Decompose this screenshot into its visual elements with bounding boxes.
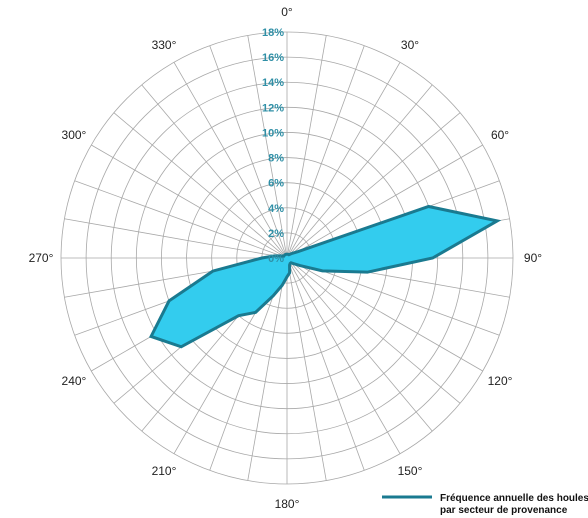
angle-label-0: 0° xyxy=(281,5,293,19)
angle-label-120: 120° xyxy=(488,374,513,388)
grid-spoke-40 xyxy=(286,84,433,259)
radial-tick-label-4: 4% xyxy=(268,203,284,215)
legend: Fréquence annuelle des houles par secteu… xyxy=(382,493,588,516)
grid-spoke-60 xyxy=(286,144,483,259)
angle-label-270: 270° xyxy=(29,251,54,265)
legend-label-line1: Fréquence annuelle des houles xyxy=(440,493,588,504)
radial-tick-label-14: 14% xyxy=(262,77,284,89)
polar-grid xyxy=(60,31,514,485)
series-polygon-0 xyxy=(148,204,502,349)
grid-spoke-320 xyxy=(141,84,288,259)
grid-spoke-10 xyxy=(286,35,327,259)
grid-spoke-190 xyxy=(247,257,288,481)
angle-label-180: 180° xyxy=(275,497,300,511)
angle-label-30: 30° xyxy=(401,38,419,52)
grid-spoke-150 xyxy=(286,257,401,454)
grid-spoke-170 xyxy=(286,257,327,481)
grid-spoke-160 xyxy=(286,257,365,471)
grid-spoke-30 xyxy=(286,62,401,259)
radial-tick-label-0: 0% xyxy=(268,253,284,265)
grid-spoke-340 xyxy=(209,45,288,259)
radial-tick-label-12: 12% xyxy=(262,102,284,114)
radial-tick-label-8: 8% xyxy=(268,153,284,165)
grid-spoke-140 xyxy=(286,257,433,432)
grid-spoke-350 xyxy=(247,35,288,259)
angle-label-90: 90° xyxy=(524,251,542,265)
series-layer xyxy=(148,204,502,349)
angle-label-330: 330° xyxy=(152,38,177,52)
angle-label-210: 210° xyxy=(152,464,177,478)
angle-label-60: 60° xyxy=(491,128,509,142)
angle-label-300: 300° xyxy=(62,128,87,142)
grid-spoke-50 xyxy=(286,112,461,259)
grid-spoke-330 xyxy=(173,62,288,259)
radial-tick-label-10: 10% xyxy=(262,127,284,139)
angle-label-150: 150° xyxy=(398,464,423,478)
grid-spoke-280 xyxy=(64,218,288,259)
grid-spoke-20 xyxy=(286,45,365,259)
angle-label-240: 240° xyxy=(62,374,87,388)
radial-tick-label-16: 16% xyxy=(262,52,284,64)
radial-tick-label-2: 2% xyxy=(268,228,284,240)
grid-spoke-310 xyxy=(113,112,288,259)
grid-spoke-290 xyxy=(74,180,288,259)
radial-tick-label-18: 18% xyxy=(262,27,284,39)
radial-tick-labels: 0% 2% 4% 6% 8% 10% 12% 14% 16% 18% xyxy=(262,27,284,265)
angle-labels: 0° 30° 60° 90° 120° 150° 180° 210° 240° 270° 300° 3… xyxy=(29,5,543,511)
grid-spoke-300 xyxy=(91,144,288,259)
legend-label-line2: par secteur de provenance xyxy=(440,505,568,516)
grid-spoke-120 xyxy=(286,257,483,372)
grid-spoke-130 xyxy=(286,257,461,404)
radial-tick-label-6: 6% xyxy=(268,178,284,190)
